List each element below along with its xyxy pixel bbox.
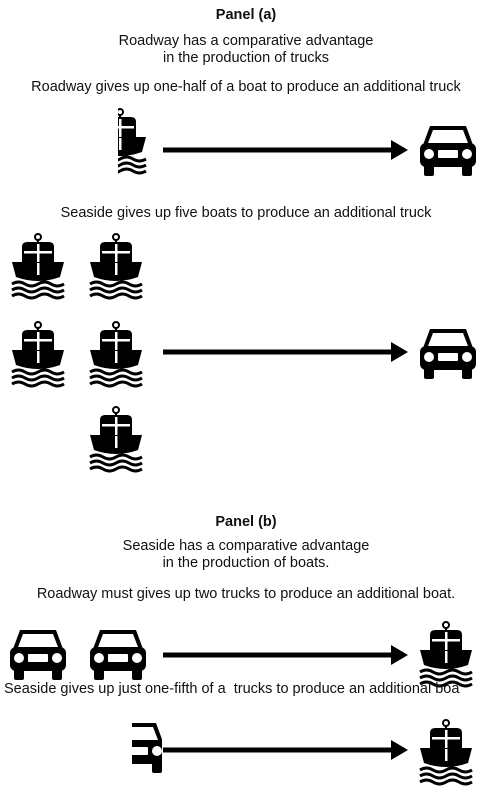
- advantage-line: in the production of boats.: [163, 555, 330, 571]
- advantage-line: in the production of trucks: [163, 50, 329, 66]
- truck: [10, 630, 66, 680]
- half-boat: [118, 107, 148, 175]
- caption: Seaside gives up just one-fifth of a tru…: [4, 681, 460, 697]
- boat: [88, 232, 144, 300]
- advantage-line: Roadway has a comparative advantage: [119, 33, 374, 49]
- caption: Roadway gives up one-half of a boat to p…: [31, 79, 461, 95]
- arrow: [163, 342, 408, 362]
- arrow: [163, 140, 408, 160]
- boat: [88, 405, 144, 473]
- truck: [420, 126, 476, 176]
- arrow: [163, 740, 408, 760]
- panel-title: Panel (a): [216, 7, 277, 23]
- truck: [420, 329, 476, 379]
- advantage-line: Seaside has a comparative advantage: [123, 538, 370, 554]
- panel-title: Panel (b): [215, 514, 276, 530]
- boat: [88, 320, 144, 388]
- caption: Roadway must gives up two trucks to prod…: [37, 586, 455, 602]
- arrow: [163, 645, 408, 665]
- boat: [10, 232, 66, 300]
- half-truck: [132, 723, 162, 773]
- truck: [90, 630, 146, 680]
- caption: Seaside gives up five boats to produce a…: [61, 205, 433, 221]
- boat: [10, 320, 66, 388]
- boat: [418, 718, 474, 786]
- boat: [418, 620, 474, 688]
